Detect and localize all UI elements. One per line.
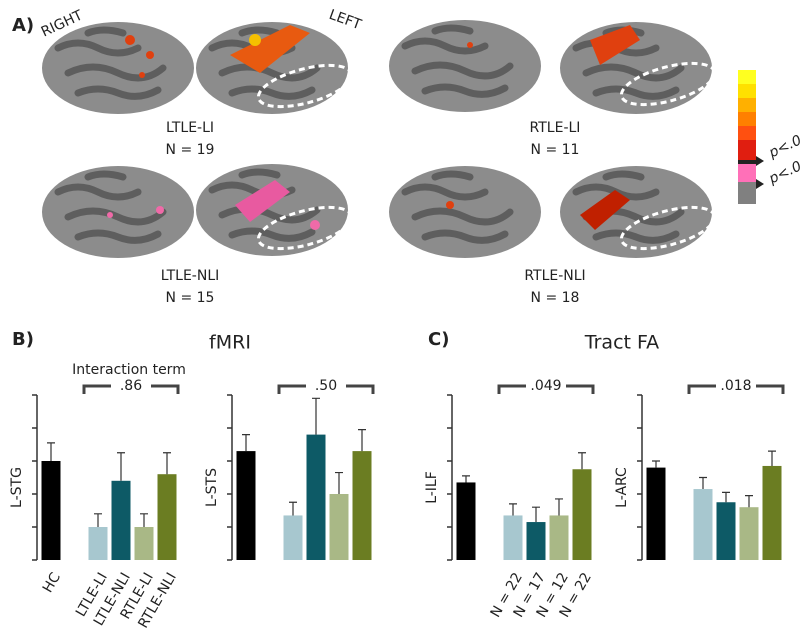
hemisphere-label: LEFT — [327, 7, 364, 33]
bar — [646, 467, 666, 560]
legend-label: p<.05 — [766, 155, 800, 188]
bar — [503, 515, 523, 560]
error-bar — [722, 491, 730, 503]
comparison-bracket — [687, 384, 785, 394]
bar — [572, 469, 592, 560]
n-label: N = 11 — [531, 142, 580, 158]
error-bar — [94, 513, 102, 527]
error-bar — [555, 498, 563, 516]
legend-label: p<.01 — [766, 129, 800, 162]
bar — [526, 522, 546, 560]
error-bar — [312, 397, 320, 435]
n-label: N = 15 — [166, 290, 215, 306]
brain-maps — [42, 20, 717, 258]
bar — [41, 461, 61, 560]
bar — [456, 482, 476, 560]
error-bar — [117, 452, 125, 481]
y-axis-label: L-STS — [204, 468, 220, 507]
panel-label: B) — [12, 329, 34, 350]
n-label: N = 18 — [531, 290, 580, 306]
group-label: LTLE-LI — [166, 120, 214, 136]
bar — [111, 480, 131, 560]
color-scale — [738, 70, 764, 204]
comparison-label: .049 — [530, 378, 561, 394]
panel-label: C) — [428, 329, 449, 350]
panel-label: A) — [12, 15, 34, 36]
bar — [693, 489, 713, 560]
group-label: RTLE-LI — [530, 120, 581, 136]
section-title: fMRI — [209, 332, 251, 354]
error-bar — [745, 495, 753, 508]
bar — [306, 434, 326, 560]
y-axis-label: L-ARC — [614, 467, 630, 508]
bar — [157, 474, 177, 560]
error-bar — [462, 475, 470, 483]
error-bar — [335, 471, 343, 494]
error-bar — [47, 442, 55, 461]
group-label: RTLE-NLI — [524, 268, 585, 284]
bar — [352, 451, 372, 560]
error-bar — [140, 513, 148, 527]
comparison-label: .86 — [120, 378, 142, 394]
group-label: LTLE-NLI — [161, 268, 220, 284]
comparison-bracket — [497, 384, 595, 394]
bar — [762, 465, 782, 560]
bar — [88, 527, 108, 560]
error-bar — [242, 434, 250, 452]
annotation: Interaction term — [72, 362, 186, 378]
error-bar — [289, 501, 297, 516]
error-bar — [699, 476, 707, 490]
bar — [236, 451, 256, 560]
bar — [716, 502, 736, 560]
bar — [739, 507, 759, 560]
error-bar — [358, 429, 366, 452]
y-axis-label: L-ILF — [424, 471, 440, 504]
bar — [283, 515, 303, 560]
error-bar — [163, 452, 171, 475]
error-bar — [578, 452, 586, 470]
n-label: N = 19 — [166, 142, 215, 158]
section-title: Tract FA — [584, 332, 659, 354]
error-bar — [652, 460, 660, 468]
bar — [329, 494, 349, 560]
bar — [134, 527, 154, 560]
x-tick-label: HC — [40, 570, 64, 596]
comparison-label: .018 — [720, 378, 751, 394]
comparison-label: .50 — [315, 378, 337, 394]
error-bar — [532, 506, 540, 523]
comparison-bracket — [277, 384, 375, 394]
comparison-bracket — [82, 384, 180, 394]
error-bar — [509, 503, 517, 516]
y-axis-label: L-STG — [9, 467, 25, 508]
error-bar — [768, 450, 776, 466]
bar — [549, 515, 569, 560]
